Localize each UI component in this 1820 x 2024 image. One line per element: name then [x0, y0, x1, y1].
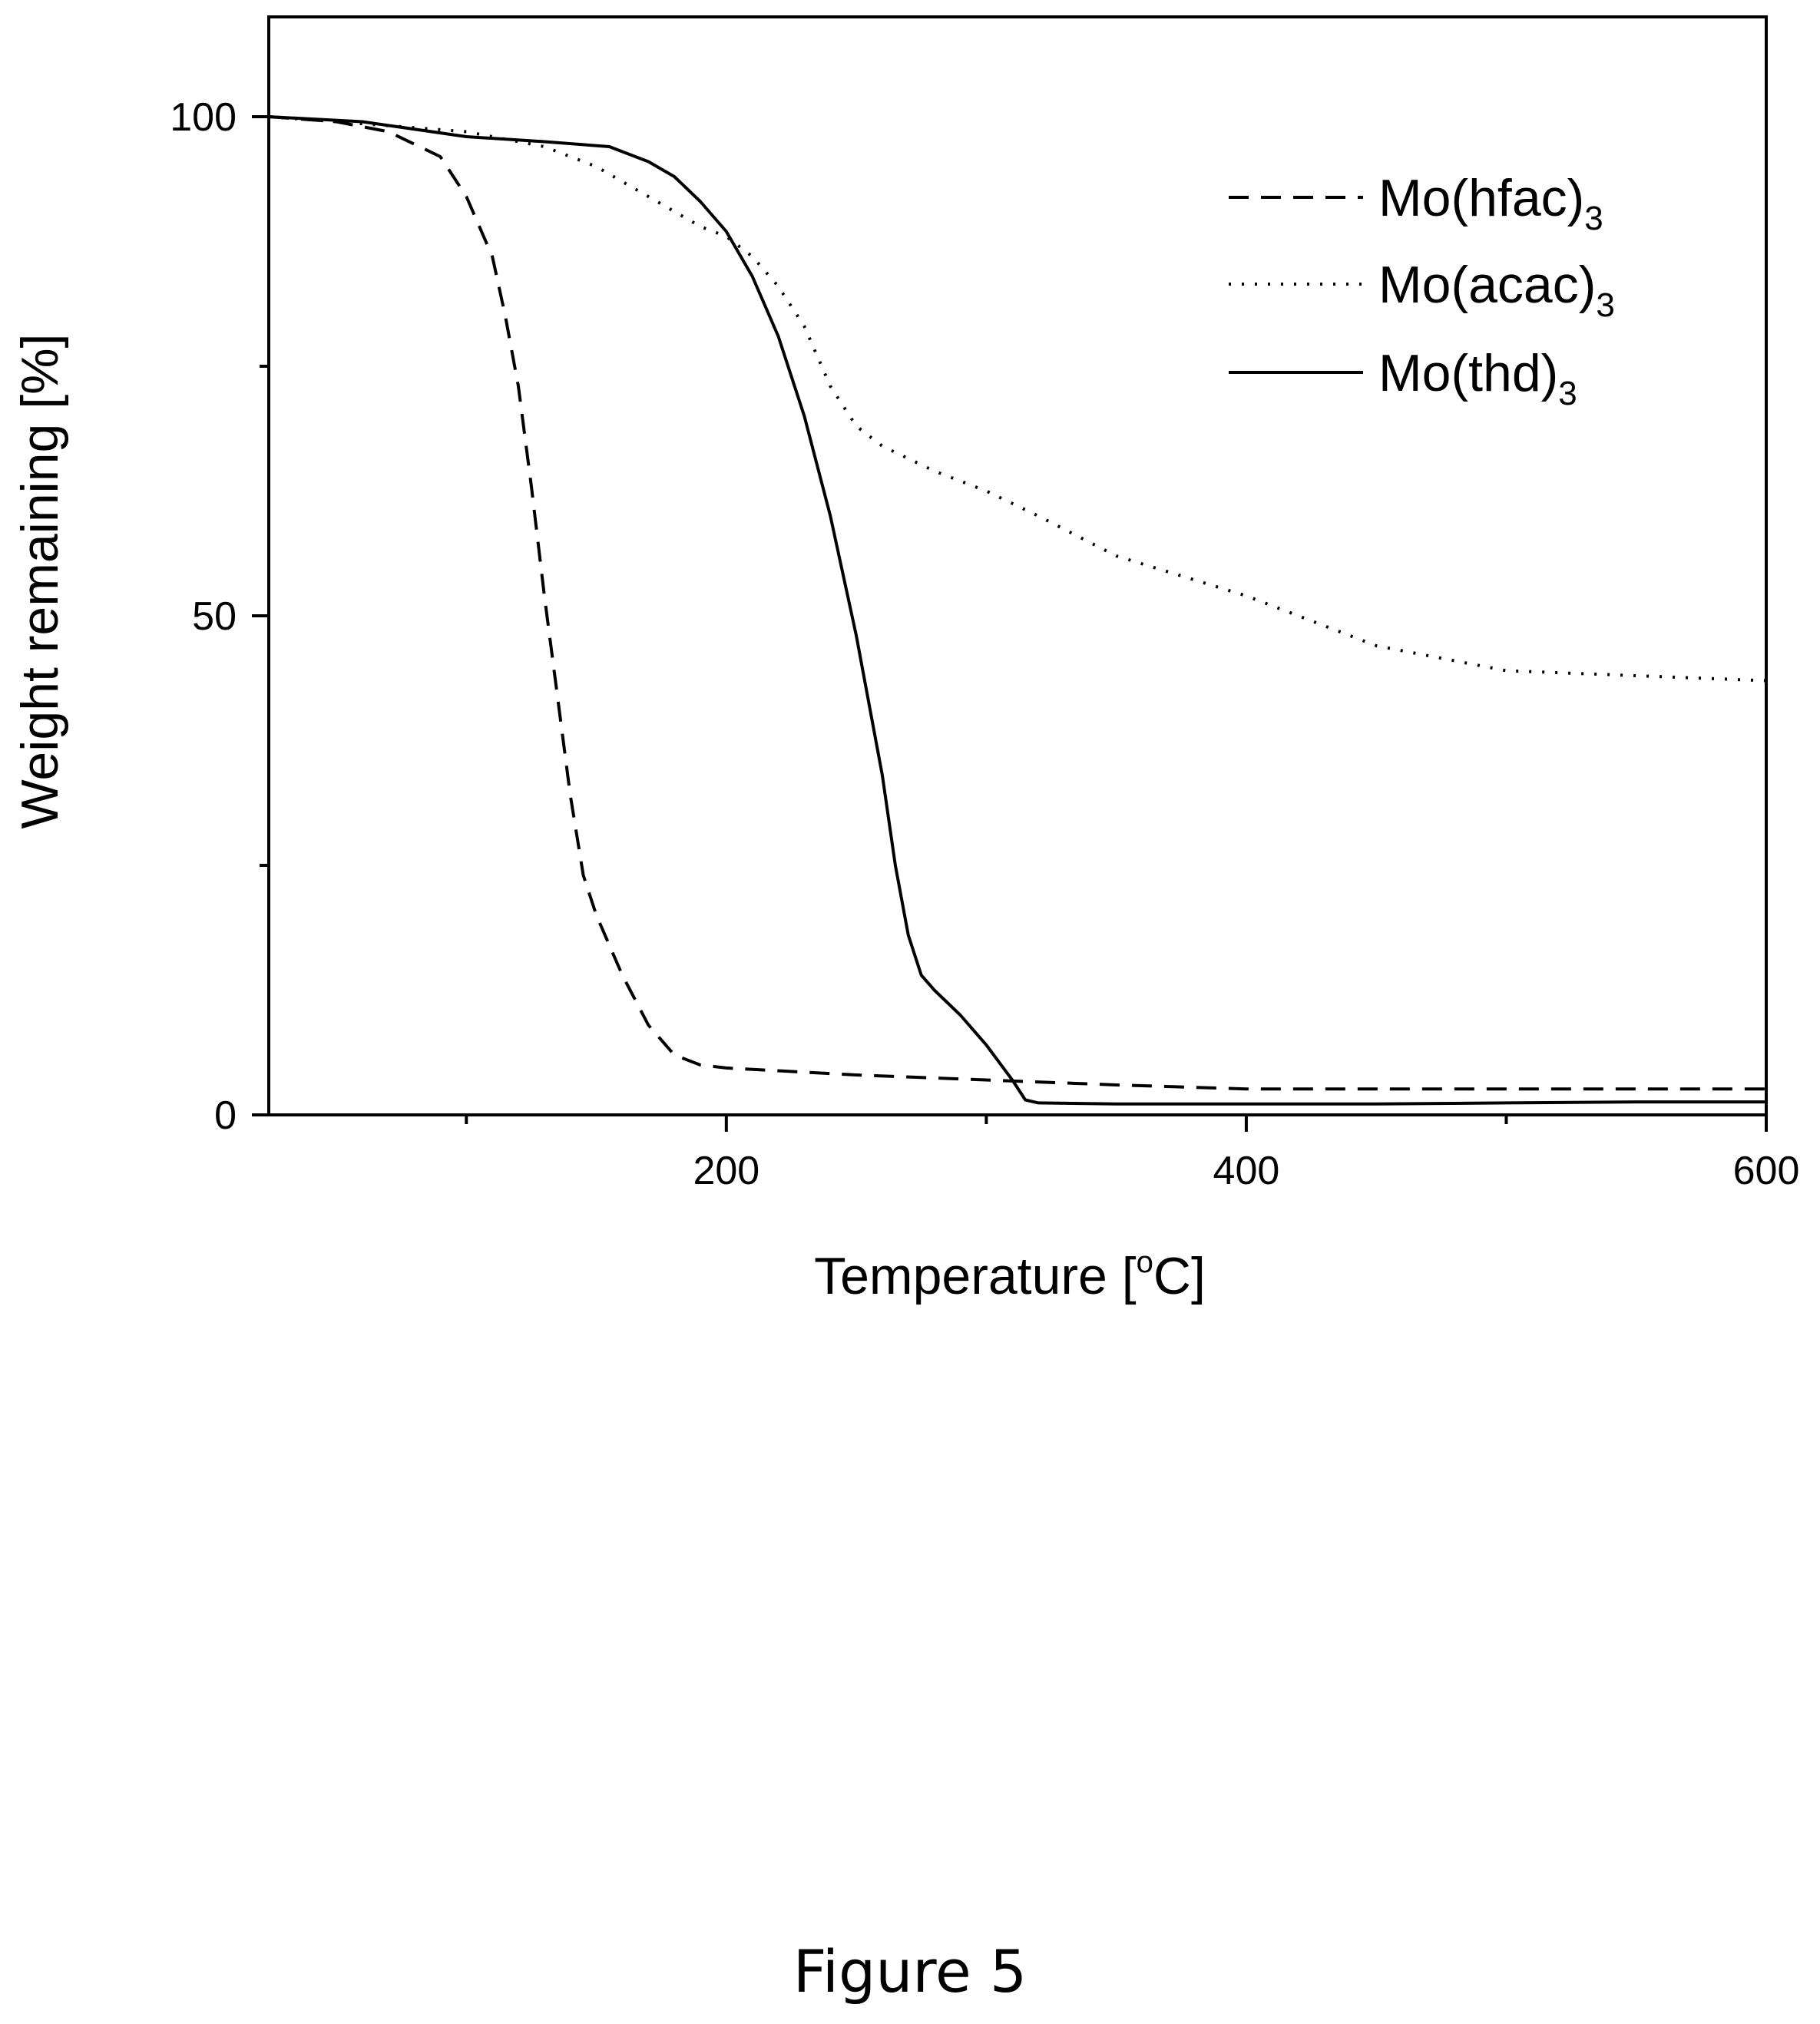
series-line-solid [268, 115, 1766, 1106]
x-axis-title-end: C] [1153, 1247, 1206, 1305]
series-line-dashed [268, 115, 1766, 1091]
x-tick-label: 600 [1733, 1149, 1800, 1193]
y-axis-ticks: 0 50 100 [170, 95, 269, 1138]
x-axis-title-sup: o [1137, 1245, 1153, 1279]
x-axis-title: Temperature [oC] [814, 1245, 1206, 1305]
series-lines [268, 115, 1767, 1106]
legend-label-main: Mo(thd) [1378, 344, 1558, 402]
legend-label-subscript: 3 [1596, 286, 1614, 324]
legend-label-main: Mo(hfac) [1378, 169, 1584, 227]
legend: Mo(hfac)3Mo(acac)3Mo(thd)3 [1229, 169, 1615, 412]
x-tick-label: 400 [1213, 1149, 1280, 1193]
legend-label-subscript: 3 [1584, 200, 1603, 237]
x-axis-title-main: Temperature [ [814, 1247, 1137, 1305]
plot-border [267, 15, 1768, 1116]
series-line-dotted [268, 115, 1767, 683]
x-axis-ticks: 200 400 600 [465, 1115, 1800, 1193]
legend-label: Mo(acac)3 [1378, 256, 1615, 324]
legend-label-main: Mo(acac) [1378, 256, 1596, 314]
legend-label: Mo(thd)3 [1378, 344, 1577, 412]
legend-label-subscript: 3 [1558, 375, 1577, 412]
y-tick-label: 50 [192, 594, 237, 639]
plot-frame [267, 15, 1768, 1116]
figure-caption: Figure 5 [793, 1937, 1027, 2006]
y-axis-title: Weight remaining [%] [11, 333, 69, 828]
y-tick-label: 100 [170, 95, 237, 140]
x-tick-label: 200 [693, 1149, 759, 1193]
legend-label: Mo(hfac)3 [1378, 169, 1603, 237]
y-tick-label: 0 [214, 1093, 237, 1138]
